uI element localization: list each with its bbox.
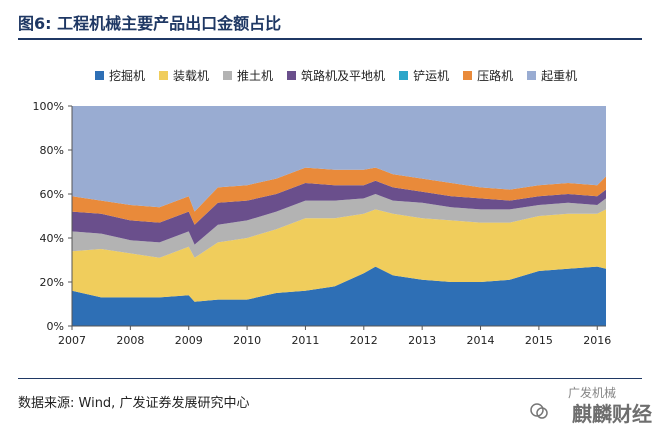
legend-swatch xyxy=(527,70,537,80)
y-tick-label: 0% xyxy=(47,320,64,333)
figure-title: 图6: 工程机械主要产品出口金额占比 xyxy=(18,14,282,33)
legend-swatch xyxy=(223,70,233,80)
area-series-3 xyxy=(72,180,606,245)
watermark-small: 广发机械 xyxy=(567,386,616,400)
chart-legend: 挖掘机 装载机 推土机 筑路机及平地机 铲运机 压路机 起重机 xyxy=(95,66,577,84)
legend-label: 压路机 xyxy=(477,68,514,83)
legend-swatch xyxy=(159,70,169,80)
area-series-2 xyxy=(72,194,606,258)
watermark: 麒麟财经 xyxy=(572,402,652,426)
legend-label: 装载机 xyxy=(173,68,210,83)
legend-item: 压路机 xyxy=(463,67,513,84)
area-series-0 xyxy=(72,266,606,326)
legend-label: 铲运机 xyxy=(413,68,450,83)
legend-item: 筑路机及平地机 xyxy=(287,67,385,84)
y-tick-label: 40% xyxy=(40,232,64,245)
x-tick-label: 2011 xyxy=(291,334,319,347)
x-tick-label: 2013 xyxy=(408,334,436,347)
source-note: 数据来源: Wind, 广发证券发展研究中心 xyxy=(18,396,250,411)
y-tick-label: 80% xyxy=(40,144,64,157)
x-tick-label: 2016 xyxy=(583,334,611,347)
x-tick-label: 2009 xyxy=(175,334,203,347)
y-tick-label: 100% xyxy=(33,100,64,113)
legend-swatch xyxy=(399,70,409,80)
title-divider xyxy=(18,38,642,40)
wechat-icon xyxy=(530,403,548,419)
x-tick-label: 2015 xyxy=(525,334,553,347)
x-tick-label: 2007 xyxy=(58,334,86,347)
legend-item: 挖掘机 xyxy=(95,67,145,84)
source-divider xyxy=(18,378,642,379)
legend-label: 起重机 xyxy=(541,68,578,83)
legend-swatch xyxy=(95,70,104,80)
stacked-area-chart: 0% 20% 40% 60% 80% 100% 2007 2008 2009 2010 2011 20… xyxy=(33,100,612,347)
area-series-6 xyxy=(72,106,606,212)
y-tick-label: 60% xyxy=(40,188,64,201)
area-series-5 xyxy=(72,167,606,225)
x-tick-label: 2012 xyxy=(350,334,378,347)
x-tick-label: 2010 xyxy=(233,334,261,347)
x-tick-label: 2014 xyxy=(467,334,495,347)
legend-item: 铲运机 xyxy=(399,67,449,84)
legend-swatch xyxy=(287,70,297,80)
legend-label: 推土机 xyxy=(237,68,274,83)
legend-label: 挖掘机 xyxy=(109,68,146,83)
area-series-1 xyxy=(72,209,606,302)
legend-item: 推土机 xyxy=(223,67,273,84)
legend-item: 起重机 xyxy=(527,67,577,84)
legend-swatch xyxy=(463,70,473,80)
legend-item: 装载机 xyxy=(159,67,209,84)
x-tick-label: 2008 xyxy=(116,334,144,347)
y-tick-label: 20% xyxy=(40,276,64,289)
legend-label: 筑路机及平地机 xyxy=(301,68,386,83)
